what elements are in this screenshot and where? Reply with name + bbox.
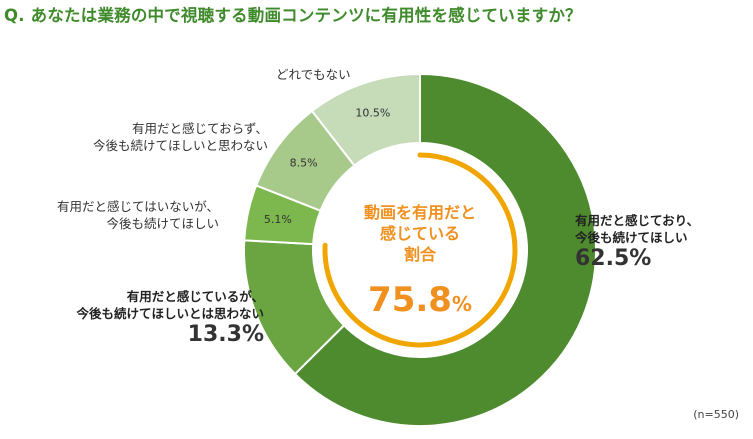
center-value: 75.8% — [340, 280, 500, 320]
center-caption-line2: 感じている — [379, 224, 460, 243]
sample-size-note: (n=550) — [693, 408, 739, 421]
slice-value-2: 5.1% — [264, 213, 292, 226]
slice-label-3-line2: 今後も続けてほしいと思わない — [92, 138, 268, 153]
slice-label-0-line2: 今後も続けてほしい — [575, 230, 688, 245]
slice-label-1-line1: 有用だと感じているが、 — [126, 289, 264, 304]
slice-value-3: 8.5% — [290, 157, 318, 170]
center-progress-ring — [322, 152, 518, 348]
center-value-number: 75.8 — [368, 280, 452, 320]
slice-label-2-line2: 今後も続けてほしい — [106, 216, 219, 231]
slice-label-2-line1: 有用だと感じてはいないが、 — [56, 199, 219, 214]
chart-title: Q. あなたは業務の中で視聴する動画コンテンツに有用性を感じていますか？ — [4, 6, 582, 25]
slice-label-2: 有用だと感じてはいないが、 今後も続けてほしい — [57, 198, 219, 232]
slice-label-0-line1: 有用だと感じており、 — [575, 213, 700, 228]
donut-hole — [314, 144, 526, 356]
center-caption-line1: 動画を有用だと — [363, 203, 476, 222]
slice-label-0: 有用だと感じており、 今後も続けてほしい 62.5% — [575, 212, 699, 272]
center-caption: 動画を有用だと 感じている 割合 — [340, 202, 500, 265]
slice-label-1-line2: 今後も続けてほしいとは思わない — [76, 306, 264, 321]
slice-label-3-line1: 有用だと感じておらず、 — [131, 121, 268, 136]
slice-label-4: どれでもない — [276, 66, 351, 83]
center-caption-line3: 割合 — [403, 245, 436, 264]
slice-value-4: 10.5% — [355, 106, 390, 119]
slice-value-0: 62.5% — [575, 246, 652, 271]
center-value-unit: % — [451, 292, 472, 316]
donut-slice-4 — [310, 72, 421, 167]
slice-label-4-line1: どれでもない — [276, 67, 351, 82]
slice-value-1: 13.3% — [187, 322, 264, 347]
donut-slice-0 — [293, 72, 597, 427]
slice-label-1: 有用だと感じているが、 今後も続けてほしいとは思わない 13.3% — [76, 288, 264, 348]
slice-label-3: 有用だと感じておらず、 今後も続けてほしいと思わない — [93, 120, 268, 154]
